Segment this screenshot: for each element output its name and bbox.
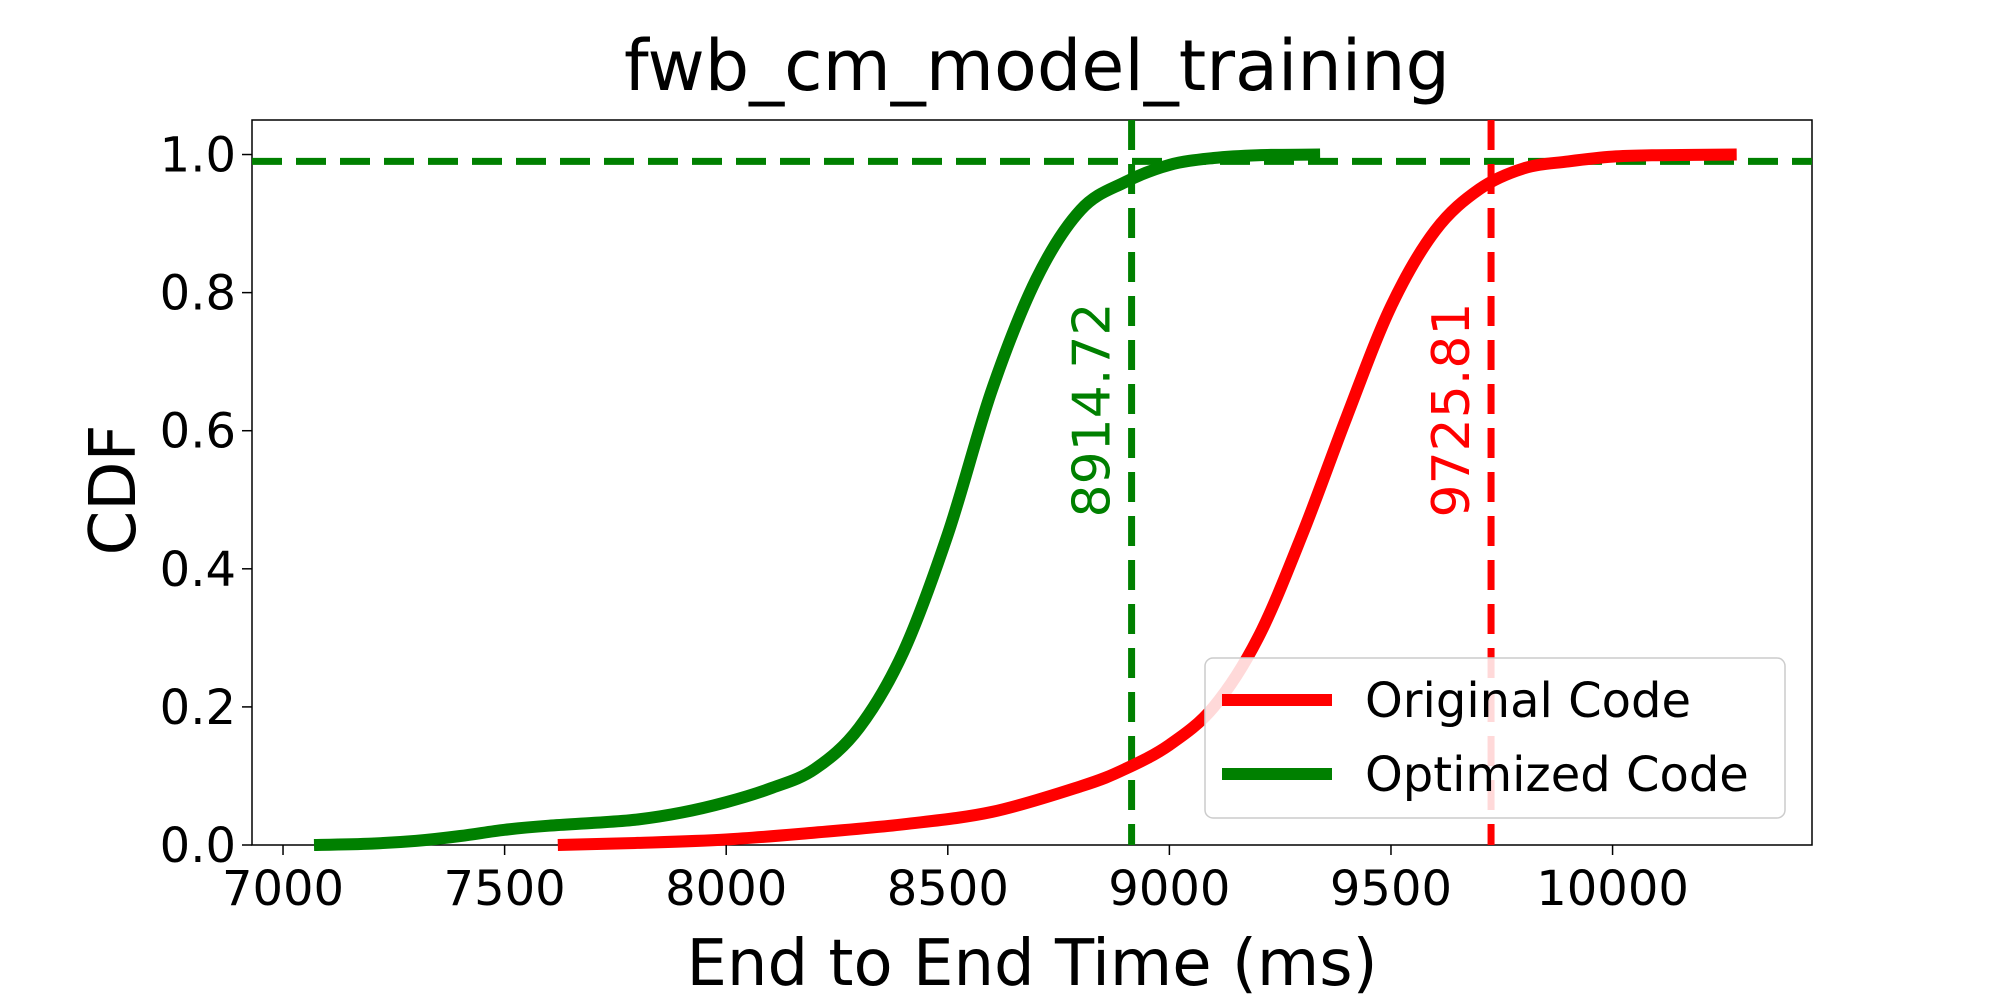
x-tick-label: 8000 [665, 861, 787, 917]
plot-frame [251, 119, 1813, 846]
reference-labels: 8914.72 9725.81 [1063, 302, 1482, 517]
y-tick-label: 1.0 [160, 128, 236, 184]
y-tick-label: 0.6 [160, 404, 236, 460]
y-tick-label: 0.2 [160, 680, 236, 736]
reference-line-label: 9725.81 [1422, 302, 1482, 517]
legend-label: Optimized Code [1365, 747, 1749, 803]
x-tick-label: 9000 [1108, 861, 1230, 917]
y-axis-label: CDF [77, 425, 151, 556]
x-tick-label: 9500 [1330, 861, 1452, 917]
reference-line-label: 8914.72 [1063, 302, 1123, 517]
y-axis: 0.0 0.2 0.4 0.6 0.8 1.0 [160, 128, 252, 874]
legend-box [1204, 657, 1786, 819]
x-axis: 7000 7500 8000 8500 9000 9500 10000 [222, 845, 1689, 917]
series-line-original-code [557, 148, 1737, 851]
chart-title: fwb_cm_model_training [624, 25, 1450, 107]
x-axis-label: End to End Time (ms) [686, 927, 1377, 1000]
y-tick-label: 0.0 [160, 818, 236, 874]
legend-label: Original Code [1365, 673, 1691, 729]
series-lines [313, 148, 1737, 851]
x-tick-label: 7500 [444, 861, 566, 917]
x-tick-label: 7000 [222, 861, 344, 917]
x-tick-label: 8500 [887, 861, 1009, 917]
y-tick-label: 0.4 [160, 542, 236, 598]
x-tick-label: 10000 [1536, 861, 1689, 917]
series-line-optimized-code [313, 148, 1321, 851]
y-tick-label: 0.8 [160, 266, 236, 322]
legend: Original Code Optimized Code [1204, 657, 1786, 819]
